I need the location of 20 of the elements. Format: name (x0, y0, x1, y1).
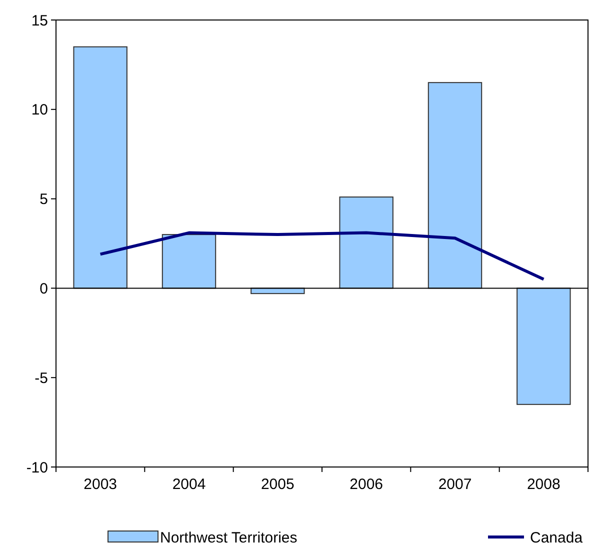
x-tick-label: 2004 (172, 476, 206, 493)
y-tick-label: 5 (40, 191, 48, 208)
x-tick-label: 2008 (526, 476, 560, 493)
x-tick-label: 2005 (260, 476, 294, 493)
bar (162, 234, 216, 289)
bar (516, 288, 571, 405)
x-tick-label: 2006 (350, 476, 384, 493)
legend-label: Canada (530, 529, 584, 546)
bar (339, 196, 394, 289)
legend-label: Northwest Territories (160, 529, 298, 546)
bar (428, 82, 482, 289)
y-tick-label: 15 (31, 12, 48, 30)
x-tick-label: 2003 (84, 476, 118, 493)
y-tick-label: -5 (34, 370, 48, 387)
y-tick-label: 0 (40, 280, 48, 298)
y-tick-label: 10 (31, 102, 48, 119)
y-tick-label: -10 (26, 459, 48, 476)
x-tick-label: 2007 (438, 476, 472, 493)
bar (73, 46, 128, 289)
line-series (98, 231, 546, 281)
